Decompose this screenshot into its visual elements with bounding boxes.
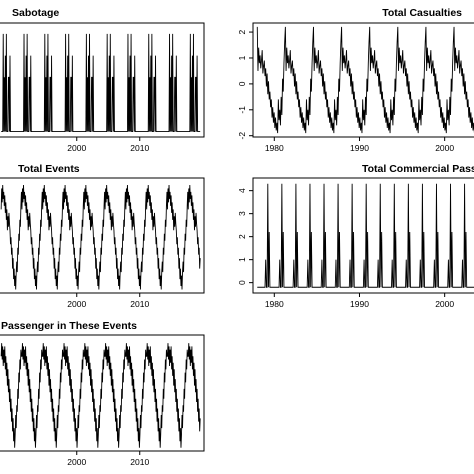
y-tick-label-total-casualties-1: 1 — [237, 55, 247, 60]
series-line-passenger-in-these-events — [0, 343, 201, 448]
x-axis-total-commercial-passengers: 1980 1990 2000 — [265, 293, 454, 309]
panel-total-commercial-passengers: Total Commercial Passen 1980 1990 2000 0 1 2… — [237, 163, 474, 309]
x-tick-label-total-events-2010: 2010 — [130, 299, 149, 309]
x-tick-label-total-commercial-passengers-1990: 1990 — [350, 299, 369, 309]
y-tick-label-total-commercial-passengers-1: 1 — [237, 257, 247, 262]
plot-frame-sabotage — [0, 22, 205, 138]
panel-sabotage: Sabotage 2000 2010 — [0, 7, 205, 153]
panel-title-total-casualties: Total Casualties — [382, 7, 462, 19]
plot-frame-passenger-in-these-events — [0, 334, 205, 452]
plot-frame-total-casualties — [252, 22, 474, 138]
y-axis-total-commercial-passengers: 0 1 2 3 4 — [237, 188, 253, 285]
panel-title-total-events: Total Events — [18, 163, 80, 175]
x-tick-label-total-commercial-passengers-1980: 1980 — [265, 299, 284, 309]
y-tick-label-total-commercial-passengers-2: 2 — [237, 234, 247, 239]
series-line-sabotage — [1, 33, 201, 133]
y-tick-label-total-commercial-passengers-4: 4 — [237, 188, 247, 193]
panel-total-casualties: Total Casualties 1980 1990 2000 -2 -1 0 1 2 — [237, 7, 474, 153]
panel-passenger-in-these-events: Passenger in These Events 2000 2010 — [0, 320, 205, 467]
series-line-total-events — [0, 184, 201, 290]
y-tick-label-total-casualties--2: -2 — [237, 132, 247, 140]
y-tick-label-total-commercial-passengers-0: 0 — [237, 280, 247, 285]
panel-title-total-commercial-passengers: Total Commercial Passen — [362, 163, 474, 175]
x-tick-label-total-casualties-1980: 1980 — [265, 143, 284, 153]
plot-frame-total-commercial-passengers — [252, 177, 474, 294]
series-line-total-casualties — [256, 26, 474, 134]
y-tick-label-total-commercial-passengers-3: 3 — [237, 211, 247, 216]
y-tick-label-total-casualties--1: -1 — [237, 106, 247, 114]
plot-frame-total-events — [0, 177, 205, 294]
x-tick-label-total-commercial-passengers-2000: 2000 — [435, 299, 454, 309]
x-tick-label-sabotage-2000: 2000 — [67, 143, 86, 153]
x-axis-passenger-in-these-events: 2000 2010 — [67, 451, 149, 467]
y-tick-label-total-casualties-0: 0 — [237, 81, 247, 86]
x-tick-label-total-events-2000: 2000 — [67, 299, 86, 309]
x-tick-label-passenger-in-these-events-2010: 2010 — [130, 457, 149, 467]
x-tick-label-sabotage-2010: 2010 — [130, 143, 149, 153]
y-axis-total-casualties: -2 -1 0 1 2 — [237, 29, 253, 139]
x-tick-label-total-casualties-2000: 2000 — [435, 143, 454, 153]
x-axis-sabotage: 2000 2010 — [67, 137, 149, 153]
x-axis-total-events: 2000 2010 — [67, 293, 149, 309]
panel-title-passenger-in-these-events: Passenger in These Events — [1, 320, 137, 332]
x-axis-total-casualties: 1980 1990 2000 — [265, 137, 454, 153]
series-line-total-commercial-passengers — [257, 183, 474, 288]
x-tick-label-passenger-in-these-events-2000: 2000 — [67, 457, 86, 467]
x-tick-label-total-casualties-1990: 1990 — [350, 143, 369, 153]
y-tick-label-total-casualties-2: 2 — [237, 29, 247, 34]
panel-total-events: Total Events 2000 2010 — [0, 163, 205, 309]
panel-title-sabotage: Sabotage — [12, 7, 59, 19]
